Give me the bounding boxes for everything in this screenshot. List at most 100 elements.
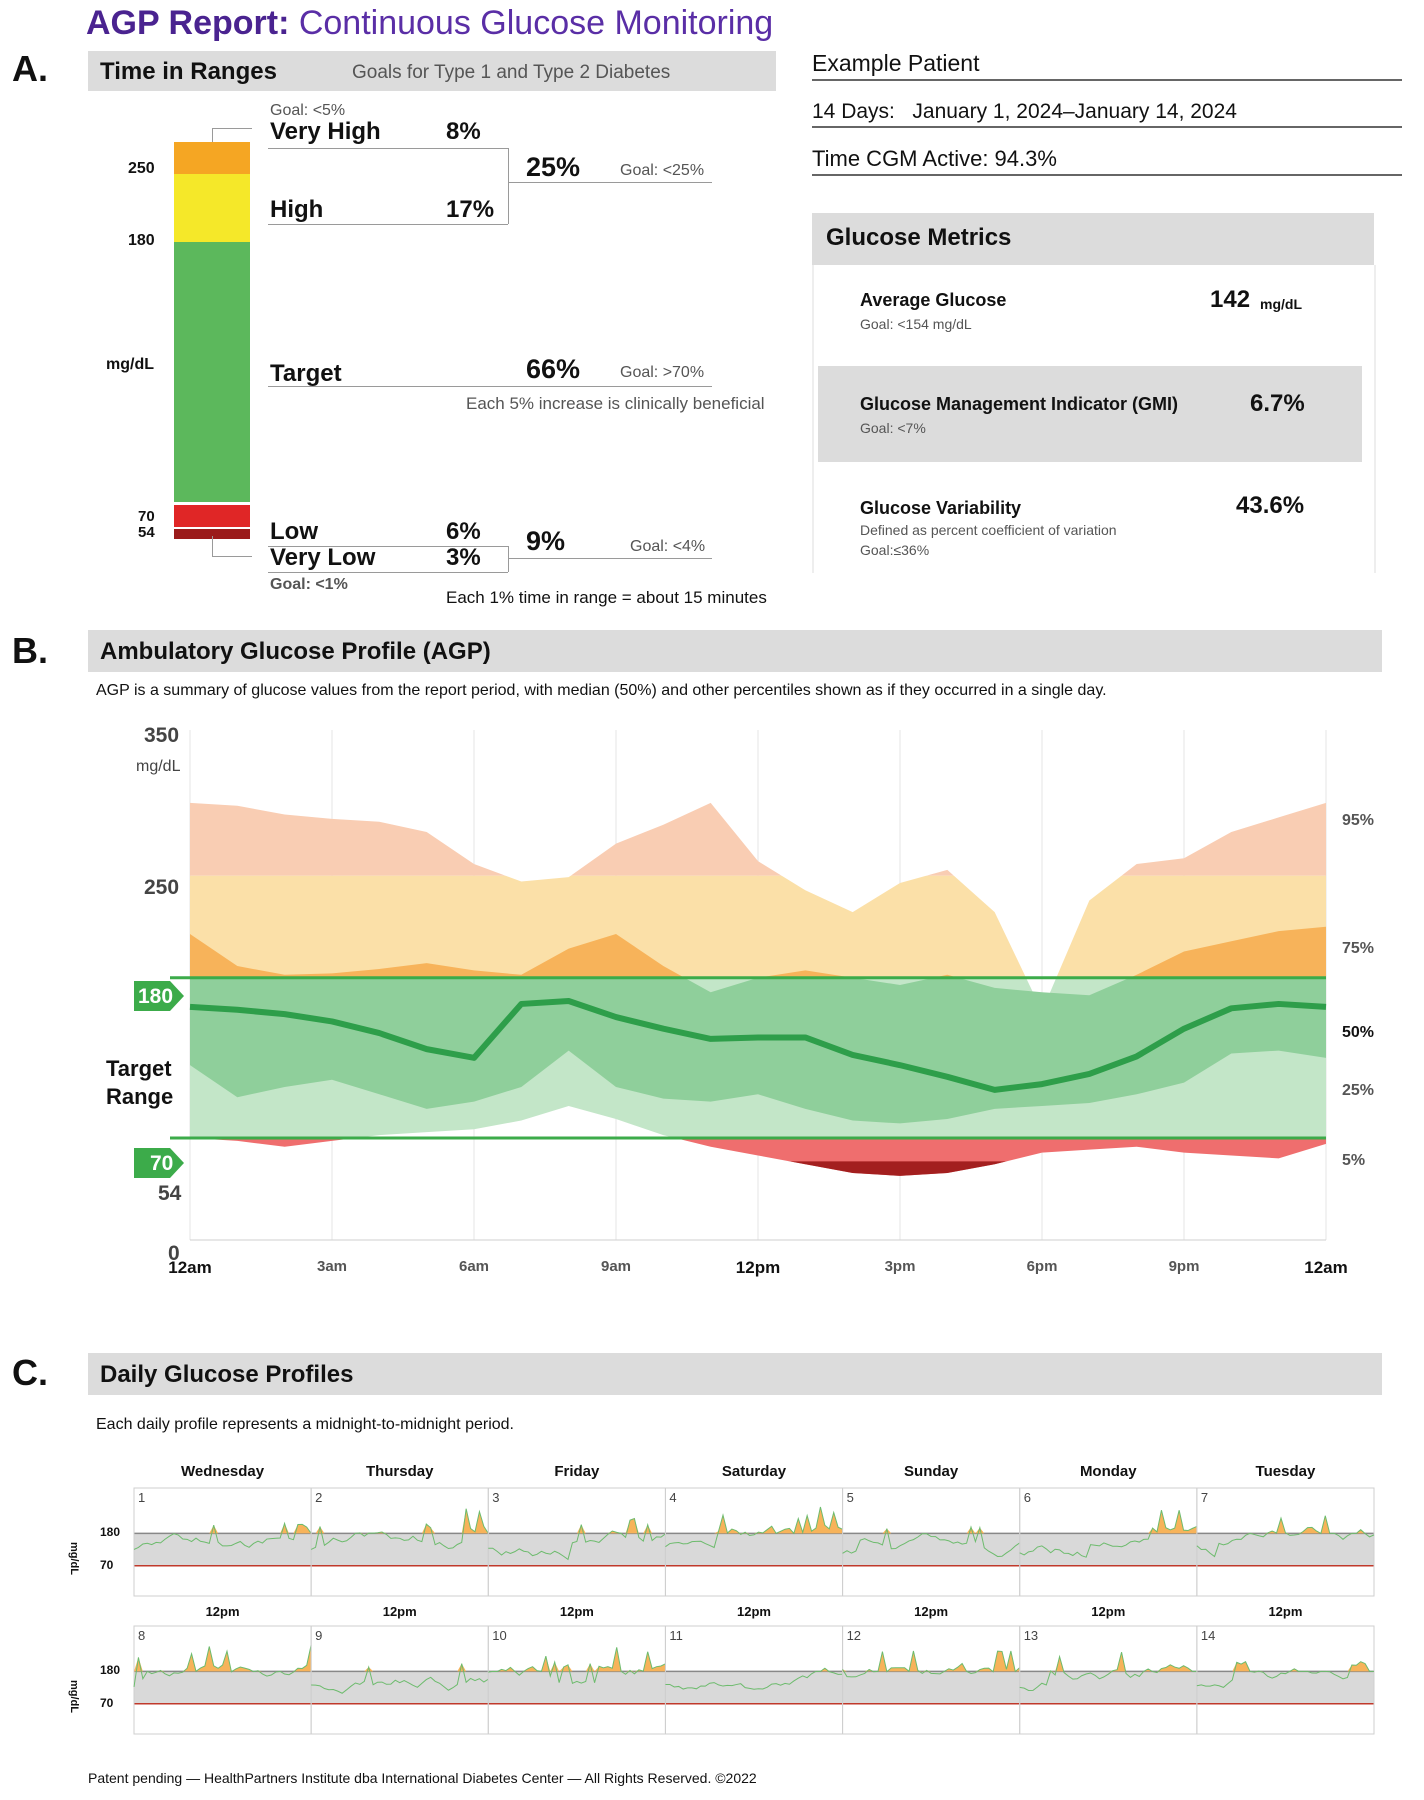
section-c-label: C. (12, 1352, 48, 1393)
tick-70: 70 (138, 508, 155, 525)
daily-noon-tick: 12pm (914, 1604, 949, 1619)
day-number: 11 (669, 1628, 683, 1643)
day-number: 12 (846, 1628, 862, 1643)
target-goal: Goal: >70% (620, 364, 705, 381)
weekday-label: Tuesday (1255, 1463, 1316, 1480)
gmi-label: Glucose Management Indicator (GMI) (860, 394, 1179, 414)
agp-ytick-250: 250 (144, 876, 180, 899)
daily-trace (842, 1525, 1020, 1557)
time-in-ranges-header (88, 51, 776, 91)
combined-low-value: 9% (526, 526, 566, 556)
low-segment (174, 505, 250, 527)
target-value: 66% (526, 354, 581, 384)
cgm-active: Time CGM Active: 94.3% (812, 146, 1402, 176)
daily-trace (665, 1667, 843, 1690)
day-number: 13 (1023, 1628, 1039, 1643)
daily-above-fill (311, 1508, 489, 1534)
tick-54: 54 (138, 524, 155, 541)
agp-xtick: 6pm (1026, 1258, 1058, 1275)
unit-label: mg/dL (106, 356, 154, 373)
daily-trace (133, 1521, 312, 1550)
daily-target-band (134, 1671, 1374, 1704)
daily-above-fill (1196, 1515, 1374, 1534)
agp-xtick: 9am (600, 1258, 632, 1275)
target-180-tag (134, 981, 184, 1011)
avg-glucose-value: 142 (1210, 286, 1251, 313)
high-label: High (270, 196, 324, 223)
daily-header (88, 1353, 1382, 1395)
agp-ytick-54: 54 (158, 1182, 182, 1205)
metrics-panel (812, 265, 1376, 573)
agp-band-5-95-above-250 (190, 802, 1326, 876)
daily-trace (133, 1644, 312, 1688)
pct-5-label: 5% (1342, 1152, 1366, 1169)
agp-median-line (189, 998, 1327, 1093)
daily-noon-tick: 12pm (1268, 1604, 1303, 1619)
daily-noon-tick: 12pm (559, 1604, 594, 1619)
section-b-label: B. (12, 630, 48, 671)
day-number: 1 (138, 1490, 146, 1505)
tick-180: 180 (128, 232, 155, 249)
agp-ytick-70: 70 (150, 1152, 174, 1175)
agp-xtick: 12am (1304, 1258, 1348, 1277)
daily-ytick-70: 70 (100, 1695, 114, 1710)
high-segment (174, 174, 250, 242)
pct-25-label: 25% (1342, 1082, 1375, 1099)
daily-ylabel: mg/dL (68, 1542, 80, 1575)
daily-above-fill (842, 1651, 1020, 1672)
variability-value: 43.6% (1236, 492, 1305, 519)
very-high-label: Very High (270, 118, 381, 145)
very-low-goal: Goal: <1% (270, 576, 348, 593)
agp-header (88, 630, 1382, 672)
agp-xtick: 3pm (884, 1258, 916, 1275)
target-label: Target (270, 360, 342, 387)
time-in-range-bar (174, 142, 250, 539)
day-number: 2 (315, 1490, 323, 1505)
date-range-row: 14 Days: January 1, 2024–January 14, 202… (812, 100, 1402, 128)
daily-noon-tick: 12pm (382, 1604, 417, 1619)
agp-xtick: 12am (168, 1258, 212, 1277)
agp-ytick-0: 0 (168, 1242, 180, 1265)
agp-unit: mg/dL (136, 758, 181, 775)
day-number: 8 (138, 1628, 146, 1643)
agp-band-5-95-very-low (789, 1161, 1007, 1176)
daily-cell (1196, 1487, 1375, 1597)
weekday-label: Thursday (365, 1463, 434, 1480)
variability-goal: Goal:≤36% (860, 542, 930, 558)
very-high-value: 8% (446, 118, 481, 145)
avg-glucose-goal: Goal: <154 mg/dL (860, 316, 972, 332)
glucose-metrics-title: Glucose Metrics (826, 224, 1012, 251)
agp-ytick-350: 350 (144, 724, 180, 747)
day-number: 10 (492, 1628, 507, 1643)
variability-label: Glucose Variability (860, 498, 1022, 518)
day-number: 14 (1200, 1628, 1216, 1643)
very-low-value: 3% (446, 544, 481, 571)
weekday-label: Sunday (904, 1463, 959, 1480)
agp-xtick: 3am (316, 1258, 348, 1275)
very-high-segment (174, 142, 250, 174)
daily-trace (665, 1506, 843, 1549)
daily-above-fill (1019, 1652, 1197, 1672)
daily-trace (1196, 1515, 1375, 1558)
day-number: 4 (669, 1490, 677, 1505)
agp-band-5-95-low (190, 1138, 1326, 1176)
target-segment (174, 242, 250, 502)
daily-above-fill (488, 1518, 666, 1534)
daily-trace (310, 1508, 489, 1550)
goals-caption: Goals for Type 1 and Type 2 Diabetes (352, 62, 671, 83)
target-note: Each 5% increase is clinically beneficia… (466, 394, 765, 413)
daily-trace (488, 1647, 666, 1684)
agp-plot-area (170, 730, 1327, 1241)
low-label: Low (270, 518, 318, 545)
day-number: 3 (492, 1490, 500, 1505)
day-number: 5 (846, 1490, 854, 1505)
section-a-label: A. (12, 48, 48, 89)
very-high-goal: Goal: <5% (270, 102, 346, 119)
target-range-label-2: Range (106, 1084, 174, 1109)
daily-trace (1019, 1652, 1197, 1692)
daily-title: Daily Glucose Profiles (100, 1361, 354, 1388)
daily-above-fill (1196, 1661, 1374, 1672)
combined-high-value: 25% (526, 152, 581, 182)
weekday-label: Saturday (721, 1463, 787, 1480)
